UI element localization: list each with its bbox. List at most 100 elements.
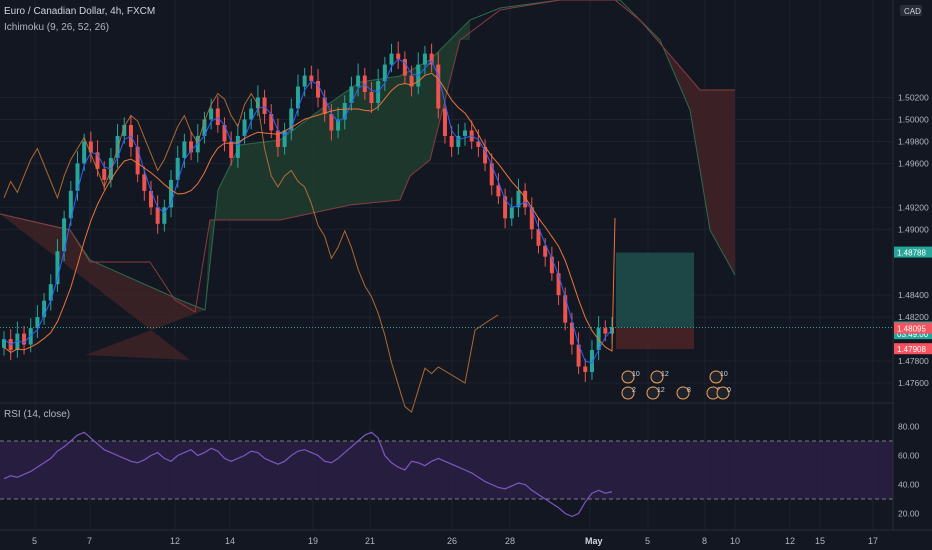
candle-body xyxy=(162,207,167,224)
price-tick-label: 1.49000 xyxy=(898,224,929,234)
candle-body xyxy=(356,75,361,87)
rsi-tick-label: 60.00 xyxy=(898,451,920,461)
candle-body xyxy=(15,333,20,351)
symbol-title: Euro / Canadian Dollar, 4h, FXCM xyxy=(4,6,156,17)
candle-body xyxy=(316,81,321,98)
candle-body xyxy=(503,196,508,219)
candle-body xyxy=(95,152,100,169)
candle-body xyxy=(175,157,180,180)
cloud-bull-area xyxy=(205,20,470,310)
candle-body xyxy=(28,328,33,345)
candle-body xyxy=(62,218,67,252)
candle-body xyxy=(2,339,6,348)
price-tag-label: 1.48788 xyxy=(897,249,926,258)
candle-body xyxy=(222,124,227,142)
candle-body xyxy=(88,141,93,153)
time-tick-label: 14 xyxy=(225,536,235,546)
candle-body xyxy=(429,53,434,65)
candle-body xyxy=(309,75,314,82)
candle-body xyxy=(549,256,554,274)
price-tag xyxy=(894,322,932,334)
rsi-tick-label: 20.00 xyxy=(898,509,920,519)
tenkan-sen-line xyxy=(3,58,613,364)
price-tick-label: 1.50200 xyxy=(898,93,929,103)
event-badge-icon xyxy=(676,386,690,400)
time-tick-label: May xyxy=(585,536,603,546)
senkou-span-a xyxy=(0,0,736,311)
event-badge-count: 8 xyxy=(687,387,691,394)
price-tag xyxy=(894,246,932,258)
stop-zone xyxy=(616,327,694,350)
candle-body xyxy=(456,135,461,147)
candle-body xyxy=(22,333,27,345)
candle-body xyxy=(68,190,73,219)
ichimoku-label[interactable]: Ichimoku (9, 26, 52, 26) xyxy=(4,22,110,33)
candle-body xyxy=(229,141,234,158)
time-tick-label: 21 xyxy=(365,536,375,546)
event-badge-count: 10 xyxy=(632,371,640,378)
candle-body xyxy=(122,124,127,136)
candle-body xyxy=(135,146,140,175)
candle-body xyxy=(255,97,260,109)
price-tick-label: 1.49200 xyxy=(898,202,929,212)
candle-body xyxy=(182,141,187,158)
candle-body xyxy=(269,113,274,131)
event-badge-count: 2 xyxy=(632,387,636,394)
cloud-bear-area xyxy=(615,0,735,275)
rsi-label[interactable]: RSI (14, close) xyxy=(4,409,71,420)
rsi-line xyxy=(3,431,613,518)
price-tick-label: 1.48200 xyxy=(898,312,929,322)
event-badge-icon xyxy=(646,386,660,400)
kijun-sen-line xyxy=(3,72,616,354)
candle-body xyxy=(55,251,60,285)
long-position-tool xyxy=(616,252,694,350)
candle-body xyxy=(195,135,200,153)
price-tick-label: 1.49600 xyxy=(898,158,929,168)
candle-body xyxy=(329,113,334,131)
candle-body xyxy=(342,103,347,120)
rsi-tick-label: 40.00 xyxy=(898,480,920,490)
time-tick-label: 10 xyxy=(730,536,740,546)
candle-body xyxy=(289,108,294,131)
candle-body xyxy=(262,97,267,114)
target-zone xyxy=(616,252,694,328)
candle-body xyxy=(102,168,107,180)
rsi-tick-label: 80.00 xyxy=(898,422,920,432)
price-tag xyxy=(894,343,932,355)
candle-body xyxy=(436,64,441,109)
candle-body xyxy=(242,119,247,136)
time-tick-label: 12 xyxy=(170,536,180,546)
price-tag-label: 03:49:00 xyxy=(897,330,929,339)
candle-body xyxy=(509,207,514,219)
candle-body xyxy=(42,300,47,318)
candle-body xyxy=(235,135,240,158)
candle-body xyxy=(295,86,300,109)
candle-body xyxy=(336,119,341,131)
candle-body xyxy=(523,190,528,208)
candle-body xyxy=(382,64,387,82)
candle-body xyxy=(476,141,481,147)
chikou-span-line xyxy=(3,92,499,413)
event-badge-icon xyxy=(621,386,635,400)
candle-body xyxy=(362,75,367,93)
candle-body xyxy=(369,92,374,104)
time-tick-label: 26 xyxy=(447,536,457,546)
time-tick-label: 8 xyxy=(702,536,707,546)
event-badge-count: 10 xyxy=(720,371,728,378)
time-tick-label: 15 xyxy=(815,536,825,546)
event-badge-count: 12 xyxy=(657,387,665,394)
event-badge-count: 12 xyxy=(661,371,669,378)
candle-body xyxy=(155,207,160,224)
candle-body xyxy=(556,273,561,296)
currency-badge-label: CAD xyxy=(904,7,921,16)
candle-body xyxy=(583,366,588,373)
candle-body xyxy=(215,108,220,125)
candle-body xyxy=(589,350,594,373)
candle-body xyxy=(603,328,608,334)
event-badge-icon xyxy=(650,370,664,384)
candle-body xyxy=(282,130,287,147)
candle-body xyxy=(35,317,40,329)
price-tick-label: 1.47800 xyxy=(898,356,929,366)
candle-body xyxy=(249,108,254,120)
